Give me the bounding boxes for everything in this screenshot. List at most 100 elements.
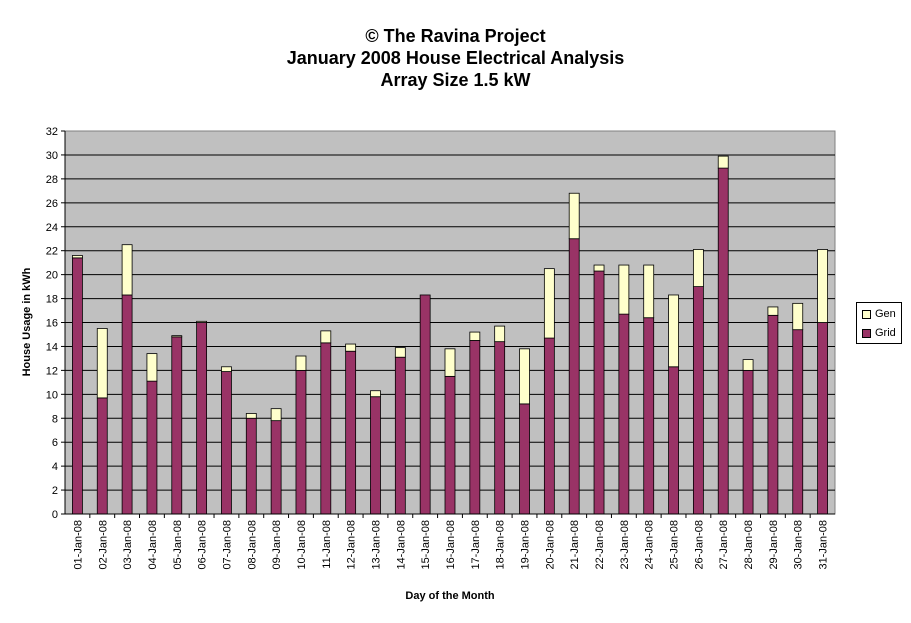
bar-grid [444, 375, 456, 515]
x-tick-label: 31-Jan-08 [818, 520, 830, 570]
bar-grid [668, 366, 679, 515]
bar-gen [817, 249, 828, 323]
y-tick-label: 14 [46, 341, 58, 353]
bar-grid [196, 322, 208, 515]
x-tick-label: 14-Jan-08 [395, 520, 407, 570]
x-tick-label: 13-Jan-08 [370, 520, 382, 570]
y-tick-label: 22 [46, 246, 58, 258]
y-tick-label: 24 [46, 222, 58, 234]
bar-grid [692, 286, 704, 515]
bar-gen [270, 408, 282, 422]
x-tick-label: 16-Jan-08 [445, 520, 457, 570]
bar-gen [394, 347, 406, 358]
bar-gen [96, 328, 108, 399]
y-tick-label: 16 [46, 318, 58, 330]
bar-gen [295, 355, 307, 371]
y-tick-label: 20 [46, 270, 58, 282]
bar-grid [171, 336, 183, 515]
chart-title-line-3: Array Size 1.5 kW [380, 70, 531, 90]
bar-gen [643, 264, 655, 319]
bar-grid [121, 294, 133, 515]
bar-grid [295, 369, 307, 515]
x-tick-label: 07-Jan-08 [221, 520, 233, 570]
legend-item-gen: Gen [862, 308, 896, 320]
bar-grid [742, 369, 754, 515]
bar-gen [320, 330, 332, 344]
bar-gen [121, 244, 133, 296]
bar-gen [593, 264, 605, 272]
y-tick-label: 30 [46, 150, 58, 162]
axes [61, 130, 835, 518]
x-tick-label: 21-Jan-08 [569, 520, 581, 570]
x-tick-label: 27-Jan-08 [718, 520, 730, 570]
y-tick-label: 32 [46, 126, 58, 138]
x-tick-label: 24-Jan-08 [644, 520, 656, 570]
x-tick-label: 20-Jan-08 [544, 520, 556, 570]
legend-swatch-grid [862, 328, 871, 338]
y-tick-label: 26 [46, 198, 58, 210]
bar-grid [792, 329, 804, 515]
bar-gen [171, 335, 183, 338]
x-tick-label: 03-Jan-08 [122, 520, 134, 570]
bar-grid [270, 420, 282, 515]
bars [72, 155, 828, 515]
bar-gen [221, 366, 232, 372]
bar-grid [767, 314, 779, 515]
bar-grid [394, 356, 406, 515]
x-tick-label: 01-Jan-08 [72, 520, 84, 570]
y-tick-label: 2 [52, 485, 58, 497]
bar-gen [668, 294, 679, 368]
x-tick-label: 05-Jan-08 [172, 520, 184, 570]
x-tick-label: 29-Jan-08 [768, 520, 780, 570]
bar-grid [469, 340, 481, 515]
y-tick-label: 4 [52, 461, 58, 473]
bar-grid [345, 350, 357, 515]
bar-grid [419, 294, 431, 515]
bar-grid [817, 322, 828, 515]
legend-label-grid: Grid [875, 327, 896, 339]
bar-gen [519, 348, 530, 405]
bar-grid [72, 257, 83, 515]
y-tick-label: 0 [52, 509, 58, 521]
bar-gen [618, 264, 630, 315]
bar-gen [72, 255, 83, 259]
x-tick-label: 25-Jan-08 [669, 520, 681, 570]
x-tick-label: 17-Jan-08 [470, 520, 482, 570]
bar-gen [543, 268, 555, 339]
bar-grid [146, 380, 158, 515]
bar-gen [767, 306, 779, 316]
y-tick-label: 28 [46, 174, 58, 186]
x-tick-label: 22-Jan-08 [594, 520, 606, 570]
y-tick-label: 12 [46, 365, 58, 377]
x-tick-label: 28-Jan-08 [743, 520, 755, 570]
x-tick-label: 23-Jan-08 [619, 520, 631, 570]
y-tick-label: 18 [46, 294, 58, 306]
chart-title-line-1: © The Ravina Project [365, 26, 546, 46]
legend-label-gen: Gen [875, 308, 896, 320]
y-axis-title: House Usage in kWh [21, 267, 33, 376]
bar-gen [494, 325, 506, 343]
bar-grid [221, 371, 232, 515]
bar-grid [96, 397, 108, 515]
bar-gen [370, 390, 381, 398]
chart-title-line-2: January 2008 House Electrical Analysis [286, 48, 625, 68]
bar-grid [494, 341, 506, 515]
bar-gen [568, 192, 580, 240]
bar-grid [643, 317, 655, 515]
bar-grid [717, 167, 729, 515]
x-tick-label: 15-Jan-08 [420, 520, 432, 570]
bar-gen [469, 331, 481, 341]
x-tick-label: 10-Jan-08 [296, 520, 308, 570]
bar-gen [692, 249, 704, 287]
bar-gen [792, 302, 804, 331]
x-tick-label: 26-Jan-08 [693, 520, 705, 570]
bar-gen [196, 320, 208, 323]
legend-swatch-gen [862, 309, 871, 319]
x-tick-labels: 01-Jan-08 02-Jan-08 03-Jan-08 04-Jan-08 05-J… [72, 520, 829, 570]
x-tick-label: 11-Jan-08 [321, 520, 333, 569]
x-tick-label: 04-Jan-08 [147, 520, 159, 570]
y-tick-label: 10 [46, 389, 58, 401]
bar-gen [245, 413, 257, 419]
